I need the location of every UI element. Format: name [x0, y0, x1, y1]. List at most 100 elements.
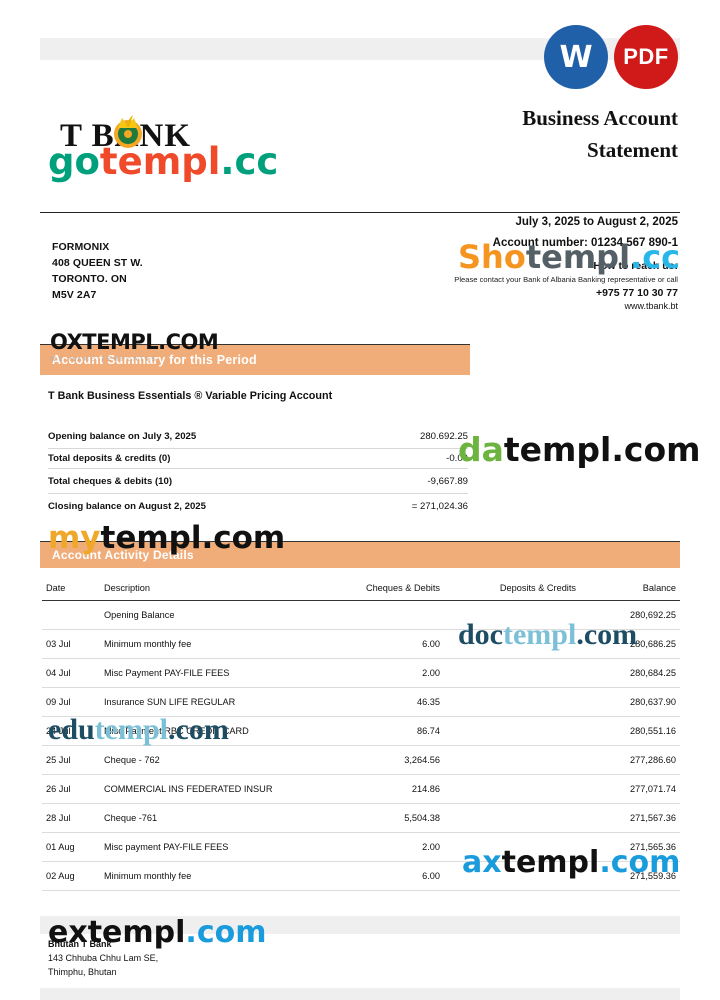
cell-debit: 86.74	[336, 716, 466, 746]
cell-credit	[466, 658, 586, 688]
cell-date: 26 Jul	[42, 774, 104, 804]
title-line-1: Business Account	[522, 106, 678, 130]
summary-row: Total cheques & debits (10) -9,667.89	[48, 468, 468, 494]
summary-value: -0.00	[357, 448, 468, 469]
cell-balance: 280,551.16	[586, 716, 680, 746]
cell-credit	[466, 745, 586, 775]
cell-balance: 280,684.25	[586, 658, 680, 688]
cell-date: 24 Jul	[42, 716, 104, 746]
column-header-date: Date	[42, 578, 104, 601]
contact-phone: +975 77 10 30 77	[595, 287, 678, 299]
activity-bar-top-rule	[40, 541, 680, 542]
header-divider	[40, 212, 680, 213]
cell-date: 03 Jul	[42, 629, 104, 659]
watermark-datempl: datempl.com	[458, 430, 701, 469]
cell-balance: 271,559.36	[586, 861, 680, 891]
account-activity-title: Account Activity Details	[52, 548, 194, 562]
activity-rows: Opening Balance 280,692.25 03 Jul Minimu…	[42, 600, 680, 891]
statement-period: July 3, 2025 to August 2, 2025	[515, 216, 678, 228]
summary-row: Closing balance on August 2, 2025 = 271,…	[48, 494, 468, 519]
cell-description: Misc Payment RBC CREDIT CARD	[104, 716, 336, 746]
cell-credit	[466, 687, 586, 717]
cell-description: Misc payment PAY-FILE FEES	[104, 832, 336, 862]
summary-row: Total deposits & credits (0) -0.00	[48, 448, 468, 469]
cell-credit	[466, 832, 586, 862]
cell-description: Cheque - 762	[104, 745, 336, 775]
word-badge[interactable]: W	[544, 25, 608, 89]
cell-date: 04 Jul	[42, 658, 104, 688]
summary-label: Closing balance on August 2, 2025	[48, 501, 206, 512]
table-row: 02 Aug Minimum monthly fee 6.00 271,559.…	[42, 861, 680, 891]
summary-value: 280.692.25	[357, 424, 468, 449]
cell-balance: 271,567.36	[586, 803, 680, 833]
cell-description: Minimum monthly fee	[104, 861, 336, 891]
bank-logo: T BANK	[60, 115, 360, 176]
cell-debit: 6.00	[336, 629, 466, 659]
cell-credit	[466, 861, 586, 891]
cell-date: 25 Jul	[42, 745, 104, 775]
account-type-label: T Bank Business Essentials ® Variable Pr…	[48, 390, 333, 402]
account-activity-header: Account Activity Details	[40, 542, 680, 568]
cell-credit	[466, 716, 586, 746]
table-row: 03 Jul Minimum monthly fee 6.00 280,686.…	[42, 629, 680, 659]
cell-balance: 277,071.74	[586, 774, 680, 804]
cell-description: Minimum monthly fee	[104, 629, 336, 659]
contact-website: www.tbank.bt	[624, 301, 678, 311]
footer-grey-band	[40, 916, 680, 934]
title-line-2: Statement	[587, 137, 678, 162]
cell-date	[42, 600, 104, 630]
bank-logo-text: T BANK	[60, 118, 190, 154]
reach-us-title: How to reach us:	[593, 260, 678, 272]
column-header-balance: Balance	[586, 578, 680, 601]
customer-name: FORMONIX	[52, 241, 110, 253]
cell-debit: 46.35	[336, 687, 466, 717]
table-row: 24 Jul Misc Payment RBC CREDIT CARD 86.7…	[42, 716, 680, 746]
account-summary-header: Account Summary for this Period	[40, 345, 470, 375]
cell-debit: 5,504.38	[336, 803, 466, 833]
summary-label: Total cheques & debits (10)	[48, 468, 358, 494]
summary-label: Opening balance on July 3, 2025	[48, 424, 358, 449]
table-row: 26 Jul COMMERCIAL INS FEDERATED INSUR 21…	[42, 774, 680, 804]
cell-debit: 2.00	[336, 832, 466, 862]
customer-street: 408 QUEEN ST W.	[52, 256, 143, 269]
customer-postal: M5V 2A7	[52, 288, 97, 301]
account-number: Account number: 01234 567 890-1	[492, 237, 678, 249]
pdf-badge-label: PDF	[623, 44, 669, 69]
summary-label: Total deposits & credits (0)	[48, 448, 358, 469]
cell-balance: 277,286.60	[586, 745, 680, 775]
statement-header-info: July 3, 2025 to August 2, 2025 Account n…	[258, 216, 678, 311]
cell-debit: 3,264.56	[336, 745, 466, 775]
format-badges: W PDF	[544, 25, 678, 89]
table-row: 28 Jul Cheque -761 5,504.38 271,567.36	[42, 803, 680, 833]
table-row: 09 Jul Insurance SUN LIFE REGULAR 46.35 …	[42, 687, 680, 717]
cell-description: Opening Balance	[104, 600, 336, 630]
cell-debit: 214.86	[336, 774, 466, 804]
cell-debit: 6.00	[336, 861, 466, 891]
cell-balance: 280,686.25	[586, 629, 680, 659]
column-header-debits: Cheques & Debits	[336, 578, 466, 601]
bank-footer-address: Bhutan T Bank 143 Chhuba Chhu Lam SE, Th…	[48, 938, 158, 980]
cell-balance: 280,637.90	[586, 687, 680, 717]
page-title: Business Account Statement	[258, 103, 678, 166]
table-row: 25 Jul Cheque - 762 3,264.56 277,286.60	[42, 745, 680, 775]
summary-bar-top-rule	[40, 344, 470, 345]
cell-date: 01 Aug	[42, 832, 104, 862]
table-row: 04 Jul Misc Payment PAY-FILE FEES 2.00 2…	[42, 658, 680, 688]
cell-balance: 280,692.25	[586, 600, 680, 630]
table-header-row: Date Description Cheques & Debits Deposi…	[42, 578, 680, 601]
column-header-credits: Deposits & Credits	[466, 578, 586, 601]
summary-value: = 271,024.36	[411, 501, 468, 512]
summary-row: Opening balance on July 3, 2025 280.692.…	[48, 424, 468, 449]
table-row: 01 Aug Misc payment PAY-FILE FEES 2.00 2…	[42, 832, 680, 862]
pdf-badge[interactable]: PDF	[614, 25, 678, 89]
cell-balance: 271,565.36	[586, 832, 680, 862]
account-activity-table: Date Description Cheques & Debits Deposi…	[42, 578, 680, 891]
account-summary-table: Opening balance on July 3, 2025 280.692.…	[48, 424, 468, 518]
cell-credit	[466, 803, 586, 833]
cell-credit	[466, 629, 586, 659]
cell-debit	[336, 600, 466, 630]
cell-description: Cheque -761	[104, 803, 336, 833]
cell-credit	[466, 774, 586, 804]
account-summary-title: Account Summary for this Period	[52, 353, 257, 367]
watermark-datempl-part-b: templ.com	[503, 430, 701, 469]
